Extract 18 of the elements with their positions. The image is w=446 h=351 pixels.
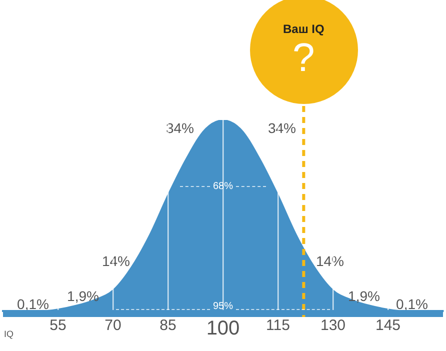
annotation: 14%	[102, 252, 130, 269]
x-tick-label: 145	[375, 317, 401, 334]
x-tick-label: 100	[206, 318, 240, 340]
annotation: 34%	[268, 120, 296, 136]
circle-badge: Ваш IQ ?	[250, 0, 358, 104]
annotation: 14%	[316, 252, 344, 269]
annotation: 1,9%	[67, 288, 99, 304]
ref-line-label: Ваш IQ	[282, 22, 326, 36]
annotation: 0,1%	[396, 296, 428, 312]
annotation: 1,9%	[348, 288, 380, 304]
annotation: 0,1%	[17, 296, 49, 312]
x-tick-label: 115	[266, 317, 290, 334]
x-tick-label: 85	[160, 317, 176, 334]
x-tick-label: 130	[320, 317, 346, 334]
x-tick-label: 55	[50, 317, 66, 334]
x-axis-title: IQ	[4, 329, 14, 339]
x-tick-label: 70	[104, 317, 122, 334]
annotation: 34%	[166, 120, 194, 136]
